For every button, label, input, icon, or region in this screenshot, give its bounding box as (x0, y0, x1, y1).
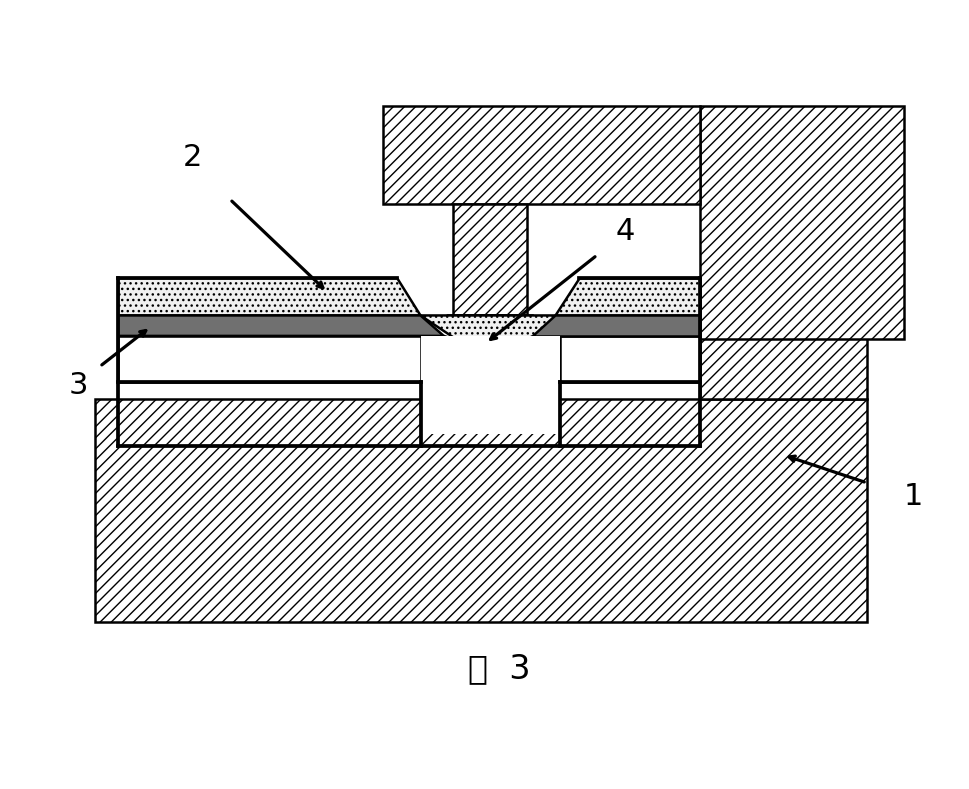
Polygon shape (555, 279, 699, 316)
Text: 3: 3 (69, 371, 88, 400)
Bar (95, 399, 866, 623)
Polygon shape (118, 316, 443, 336)
Polygon shape (443, 336, 532, 388)
Bar (699, 107, 903, 338)
Bar (95, 399, 866, 623)
Bar (453, 204, 527, 316)
Polygon shape (448, 316, 532, 357)
Text: 1: 1 (903, 482, 922, 511)
Bar (421, 383, 559, 399)
Bar (559, 336, 699, 383)
Bar (383, 107, 699, 204)
Bar (453, 204, 527, 316)
Polygon shape (118, 279, 421, 316)
Bar (699, 107, 903, 338)
Bar (383, 107, 699, 204)
Text: 4: 4 (614, 217, 634, 246)
Text: 图  3: 图 3 (468, 653, 530, 686)
Bar (118, 336, 421, 383)
Text: 2: 2 (183, 143, 203, 172)
Bar (699, 279, 866, 399)
Bar (421, 336, 559, 434)
Bar (699, 279, 866, 399)
Polygon shape (532, 316, 699, 336)
Polygon shape (421, 316, 555, 376)
